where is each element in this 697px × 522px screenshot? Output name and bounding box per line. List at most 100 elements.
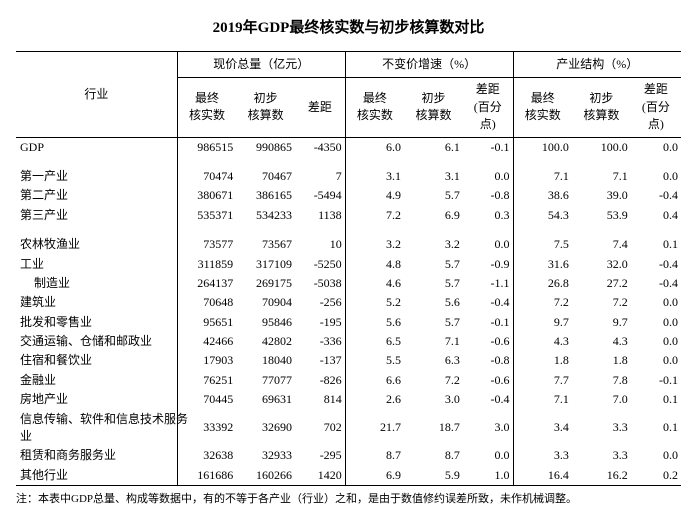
cell: 7.0	[572, 390, 631, 409]
gdp-comparison-table: 行业 现价总量（亿元） 不变价增速（%） 产业结构（%） 最终核实数 初步核算数…	[16, 51, 681, 486]
cell: 1420	[295, 466, 345, 486]
table-row: 交通运输、仓储和邮政业4246642802-3366.57.1-0.64.34.…	[16, 332, 681, 351]
cell: -0.4	[631, 186, 681, 205]
cell: 3.3	[513, 446, 572, 465]
col-group-total: 现价总量（亿元）	[177, 52, 345, 78]
cell: 73577	[177, 235, 236, 254]
cell: 6.9	[404, 206, 463, 225]
table-row: 批发和零售业9565195846-1955.65.7-0.19.79.70.0	[16, 313, 681, 332]
cell: 986515	[177, 137, 236, 157]
cell: -295	[295, 446, 345, 465]
cell: 3.1	[404, 167, 463, 186]
cell: 380671	[177, 186, 236, 205]
cell: 53.9	[572, 206, 631, 225]
cell: 76251	[177, 371, 236, 390]
table-row: 信息传输、软件和信息技术服务业333923269070221.718.73.03…	[16, 410, 681, 447]
cell: 7.2	[404, 371, 463, 390]
cell: -137	[295, 351, 345, 370]
cell: 95846	[236, 313, 295, 332]
cell: 18040	[236, 351, 295, 370]
table-row: 第一产业704747046773.13.10.07.17.10.0	[16, 167, 681, 186]
cell: 269175	[236, 274, 295, 293]
row-label: 房地产业	[16, 390, 177, 409]
spacer-row	[16, 225, 681, 235]
cell: 3.3	[572, 410, 631, 447]
cell: 42466	[177, 332, 236, 351]
cell: 4.9	[345, 186, 404, 205]
cell: 0.3	[463, 206, 513, 225]
cell: -0.1	[463, 137, 513, 157]
table-row: 住宿和餐饮业1790318040-1375.56.3-0.81.81.80.0	[16, 351, 681, 370]
cell: 0.1	[631, 410, 681, 447]
cell: -0.4	[463, 293, 513, 312]
row-label: 租赁和商务服务业	[16, 446, 177, 465]
cell: 7.1	[572, 167, 631, 186]
table-row: 租赁和商务服务业3263832933-2958.78.70.03.33.30.0	[16, 446, 681, 465]
cell: 0.0	[463, 235, 513, 254]
cell: 70474	[177, 167, 236, 186]
subcol-final: 最终核实数	[513, 78, 572, 137]
cell: 0.1	[631, 390, 681, 409]
cell: 42802	[236, 332, 295, 351]
cell: 6.0	[345, 137, 404, 157]
cell: 4.3	[513, 332, 572, 351]
cell: 16.4	[513, 466, 572, 486]
cell: -0.1	[631, 371, 681, 390]
cell: 1.8	[572, 351, 631, 370]
subcol-diff-pct: 差距(百分点)	[631, 78, 681, 137]
col-header-industry: 行业	[16, 52, 177, 138]
cell: 54.3	[513, 206, 572, 225]
row-label: 第二产业	[16, 186, 177, 205]
cell: 17903	[177, 351, 236, 370]
cell: 77077	[236, 371, 295, 390]
cell: 317109	[236, 255, 295, 274]
cell: -5250	[295, 255, 345, 274]
cell: 0.0	[631, 313, 681, 332]
row-label: 第三产业	[16, 206, 177, 225]
col-group-structure: 产业结构（%）	[513, 52, 681, 78]
cell: -0.6	[463, 332, 513, 351]
cell: 0.0	[631, 332, 681, 351]
cell: 3.4	[513, 410, 572, 447]
cell: -4350	[295, 137, 345, 157]
cell: 6.3	[404, 351, 463, 370]
table-row: 房地产业70445696318142.63.0-0.47.17.00.1	[16, 390, 681, 409]
cell: 38.6	[513, 186, 572, 205]
cell: -336	[295, 332, 345, 351]
cell: 69631	[236, 390, 295, 409]
subcol-final: 最终核实数	[177, 78, 236, 137]
table-row: 建筑业7064870904-2565.25.6-0.47.27.20.0	[16, 293, 681, 312]
cell: 1138	[295, 206, 345, 225]
cell: -1.1	[463, 274, 513, 293]
cell: 161686	[177, 466, 236, 486]
row-label: 第一产业	[16, 167, 177, 186]
cell: 9.7	[572, 313, 631, 332]
cell: 5.7	[404, 313, 463, 332]
cell: 702	[295, 410, 345, 447]
cell: 3.1	[345, 167, 404, 186]
cell: -826	[295, 371, 345, 390]
cell: 21.7	[345, 410, 404, 447]
cell: 3.2	[404, 235, 463, 254]
cell: 39.0	[572, 186, 631, 205]
cell: 7	[295, 167, 345, 186]
cell: -0.6	[463, 371, 513, 390]
subcol-prelim: 初步核算数	[236, 78, 295, 137]
cell: 0.0	[463, 167, 513, 186]
cell: 27.2	[572, 274, 631, 293]
cell: 7.7	[513, 371, 572, 390]
cell: 7.2	[513, 293, 572, 312]
cell: -0.4	[631, 274, 681, 293]
cell: 70904	[236, 293, 295, 312]
cell: 3.0	[463, 410, 513, 447]
cell: -0.1	[463, 313, 513, 332]
cell: 535371	[177, 206, 236, 225]
cell: 6.9	[345, 466, 404, 486]
table-row: GDP986515990865-43506.06.1-0.1100.0100.0…	[16, 137, 681, 157]
cell: 7.1	[404, 332, 463, 351]
cell: 3.2	[345, 235, 404, 254]
cell: 7.4	[572, 235, 631, 254]
cell: 100.0	[513, 137, 572, 157]
cell: 386165	[236, 186, 295, 205]
subcol-diff: 差距	[295, 78, 345, 137]
